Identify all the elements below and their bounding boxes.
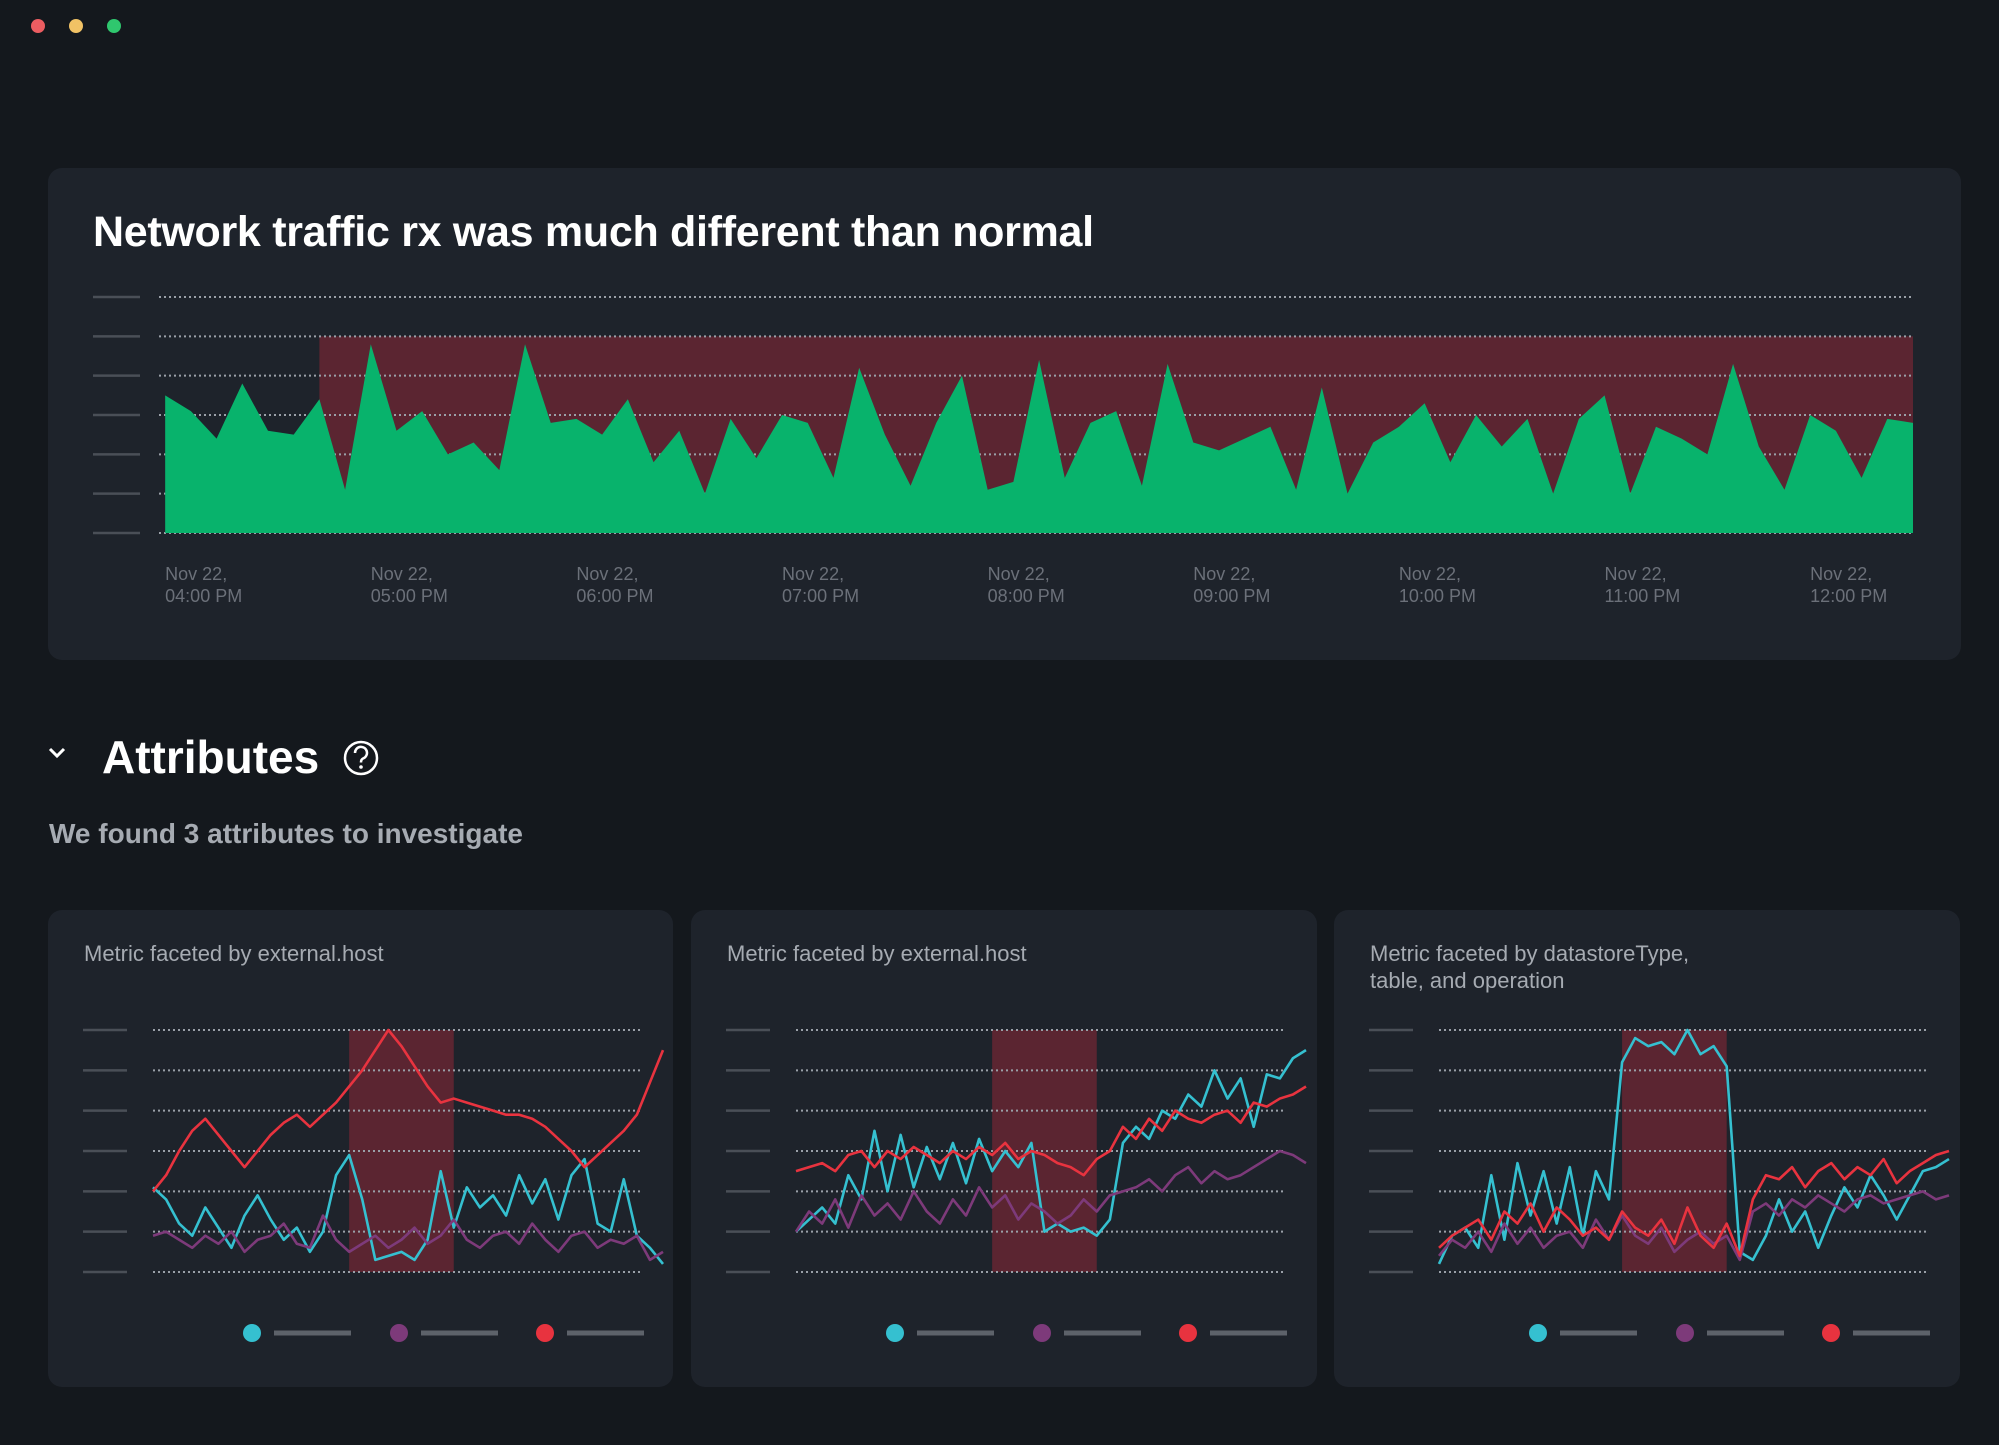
- help-icon-glyph: [353, 745, 369, 763]
- card-title: Metric faceted by external.host: [727, 941, 1027, 966]
- legend-swatch: [1033, 1324, 1051, 1342]
- help-icon-dot: [359, 765, 363, 769]
- card-title: Metric faceted by datastoreType, table, …: [1370, 941, 1690, 993]
- legend-swatch: [1179, 1324, 1197, 1342]
- x-tick-label: Nov 22, 07:00 PM: [782, 564, 860, 606]
- legend-swatch: [243, 1324, 261, 1342]
- series-line: [1438, 1149, 1950, 1258]
- x-tick-label: Nov 22, 08:00 PM: [987, 564, 1065, 606]
- collapse-chevron[interactable]: [48, 747, 66, 759]
- x-tick-label: Nov 22, 05:00 PM: [370, 564, 448, 606]
- x-tick-label: Nov 22, 09:00 PM: [1193, 564, 1271, 606]
- x-tick-label: Nov 22, 10:00 PM: [1398, 564, 1476, 606]
- legend-swatch: [536, 1324, 554, 1342]
- series-line: [151, 1028, 665, 1193]
- series-line: [1437, 1028, 1950, 1265]
- traffic-area: [165, 344, 1913, 533]
- series-line: [795, 1085, 1307, 1177]
- card-title: Metric faceted by external.host: [84, 941, 384, 966]
- series-line: [794, 1149, 1307, 1233]
- legend-swatch: [886, 1324, 904, 1342]
- legend-swatch: [390, 1324, 408, 1342]
- x-tick-label: Nov 22, 06:00 PM: [576, 564, 654, 606]
- x-tick-label: Nov 22, 11:00 PM: [1604, 564, 1681, 606]
- help-icon[interactable]: [343, 740, 379, 776]
- legend-swatch: [1676, 1324, 1694, 1342]
- section-subtitle: We found 3 attributes to investigate: [49, 818, 523, 849]
- legend-swatch: [1822, 1324, 1840, 1342]
- window-minimize[interactable]: [69, 19, 83, 33]
- series-line: [1437, 1190, 1950, 1262]
- card-title: Network traffic rx was much different th…: [93, 208, 1094, 256]
- window-maximize[interactable]: [107, 19, 121, 33]
- anomaly-band: [349, 1030, 454, 1272]
- x-tick-label: Nov 22, 04:00 PM: [165, 564, 243, 606]
- window-close[interactable]: [31, 19, 45, 33]
- series-line: [152, 1153, 665, 1265]
- legend-swatch: [1529, 1324, 1547, 1342]
- series-line: [152, 1214, 664, 1262]
- x-tick-label: Nov 22, 12:00 PM: [1810, 564, 1888, 606]
- section-heading: Attributes: [102, 731, 320, 783]
